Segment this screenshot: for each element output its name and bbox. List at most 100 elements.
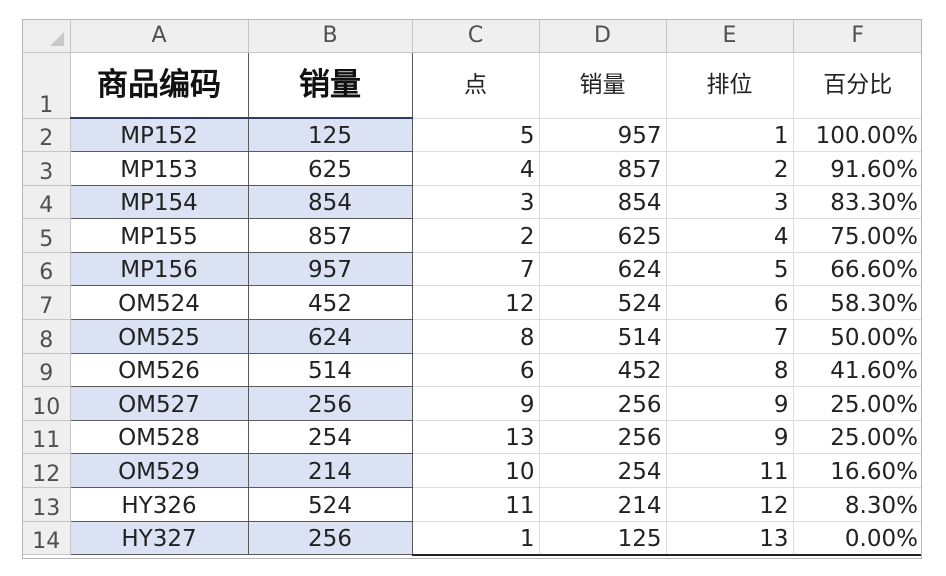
cell-sales-sorted[interactable]: 857 [539,151,667,186]
row-header[interactable]: 5 [23,218,71,253]
cell-point[interactable]: 2 [412,218,540,253]
cell-product-code[interactable]: OM529 [70,453,249,489]
cell-point[interactable]: 10 [412,453,540,489]
cell-point[interactable]: 6 [412,353,540,388]
row-header[interactable]: 13 [23,487,71,522]
row-header[interactable]: 7 [23,285,71,321]
cell-point[interactable]: 3 [412,185,540,220]
cell-f1[interactable]: 百分比 [793,52,921,119]
cell-c1[interactable]: 点 [412,52,540,119]
cell-sales-sorted[interactable]: 625 [539,218,667,253]
cell-product-code[interactable]: MP152 [70,118,249,153]
cell-product-code[interactable]: OM526 [70,353,249,388]
cell-rank[interactable]: 7 [666,319,794,354]
cell-sales[interactable]: 625 [248,151,413,186]
cell-sales[interactable]: 254 [248,420,413,455]
row-header[interactable]: 12 [23,453,71,489]
cell-sales-sorted[interactable]: 624 [539,252,667,287]
cell-sales[interactable]: 857 [248,218,413,253]
cell-percentage[interactable]: 91.60% [793,151,921,186]
cell-percentage[interactable]: 66.60% [793,252,921,287]
column-header-f[interactable]: F [793,20,921,53]
cell-sales-sorted[interactable]: 256 [539,420,667,455]
cell-point[interactable]: 7 [412,252,540,287]
cell-rank[interactable]: 3 [666,185,794,220]
cell-sales-sorted[interactable]: 452 [539,353,667,388]
cell-rank[interactable]: 1 [666,118,794,153]
cell-rank[interactable]: 9 [666,420,794,455]
cell-d1[interactable]: 销量 [539,52,667,119]
cell-sales[interactable]: 514 [248,353,413,388]
cell-percentage[interactable]: 0.00% [793,521,921,556]
row-header[interactable]: 9 [23,353,71,388]
column-header-c[interactable]: C [412,20,540,53]
cell-sales[interactable]: 256 [248,386,413,421]
cell-sales[interactable]: 624 [248,319,413,354]
cell-point[interactable]: 8 [412,319,540,354]
cell-point[interactable]: 12 [412,285,540,321]
cell-b1[interactable]: 销量 [248,52,413,119]
cell-product-code[interactable]: HY326 [70,487,249,522]
cell-rank[interactable]: 5 [666,252,794,287]
cell-rank[interactable]: 12 [666,487,794,522]
cell-point[interactable]: 13 [412,420,540,455]
cell-product-code[interactable]: MP155 [70,218,249,253]
cell-point[interactable]: 5 [412,118,540,153]
cell-point[interactable]: 11 [412,487,540,522]
cell-sales-sorted[interactable]: 256 [539,386,667,421]
row-header[interactable]: 6 [23,252,71,287]
cell-rank[interactable]: 4 [666,218,794,253]
column-header-d[interactable]: D [539,20,667,53]
row-header[interactable]: 3 [23,151,71,186]
cell-percentage[interactable]: 83.30% [793,185,921,220]
row-header[interactable]: 11 [23,420,71,455]
cell-percentage[interactable]: 16.60% [793,453,921,489]
cell-rank[interactable]: 8 [666,353,794,388]
cell-percentage[interactable]: 25.00% [793,420,921,455]
cell-point[interactable]: 9 [412,386,540,421]
cell-percentage[interactable]: 25.00% [793,386,921,421]
cell-e1[interactable]: 排位 [666,52,794,119]
cell-product-code[interactable]: MP156 [70,252,249,287]
cell-product-code[interactable]: MP154 [70,185,249,220]
cell-rank[interactable]: 11 [666,453,794,489]
cell-sales[interactable]: 524 [248,487,413,522]
column-header-e[interactable]: E [666,20,794,53]
cell-product-code[interactable]: OM527 [70,386,249,421]
row-header[interactable]: 2 [23,118,71,153]
cell-sales[interactable]: 214 [248,453,413,489]
cell-percentage[interactable]: 8.30% [793,487,921,522]
cell-rank[interactable]: 13 [666,521,794,556]
cell-product-code[interactable]: MP153 [70,151,249,186]
cell-rank[interactable]: 2 [666,151,794,186]
row-header[interactable]: 1 [23,52,71,119]
cell-product-code[interactable]: OM524 [70,285,249,321]
cell-product-code[interactable]: OM525 [70,319,249,354]
cell-sales-sorted[interactable]: 214 [539,487,667,522]
cell-product-code[interactable]: HY327 [70,521,249,556]
cell-percentage[interactable]: 100.00% [793,118,921,153]
cell-sales[interactable]: 452 [248,285,413,321]
cell-percentage[interactable]: 75.00% [793,218,921,253]
cell-percentage[interactable]: 58.30% [793,285,921,321]
cell-product-code[interactable]: OM528 [70,420,249,455]
cell-rank[interactable]: 6 [666,285,794,321]
cell-sales-sorted[interactable]: 514 [539,319,667,354]
column-header-b[interactable]: B [248,20,413,53]
cell-sales[interactable]: 957 [248,252,413,287]
cell-sales-sorted[interactable]: 524 [539,285,667,321]
cell-sales[interactable]: 256 [248,521,413,556]
cell-rank[interactable]: 9 [666,386,794,421]
cell-percentage[interactable]: 50.00% [793,319,921,354]
cell-a1[interactable]: 商品编码 [70,52,249,119]
cell-percentage[interactable]: 41.60% [793,353,921,388]
cell-point[interactable]: 1 [412,521,540,556]
cell-sales[interactable]: 125 [248,118,413,153]
cell-sales-sorted[interactable]: 854 [539,185,667,220]
row-header[interactable]: 4 [23,185,71,220]
cell-point[interactable]: 4 [412,151,540,186]
row-header[interactable]: 8 [23,319,71,354]
column-header-a[interactable]: A [70,20,249,53]
row-header[interactable]: 10 [23,386,71,421]
cell-sales[interactable]: 854 [248,185,413,220]
